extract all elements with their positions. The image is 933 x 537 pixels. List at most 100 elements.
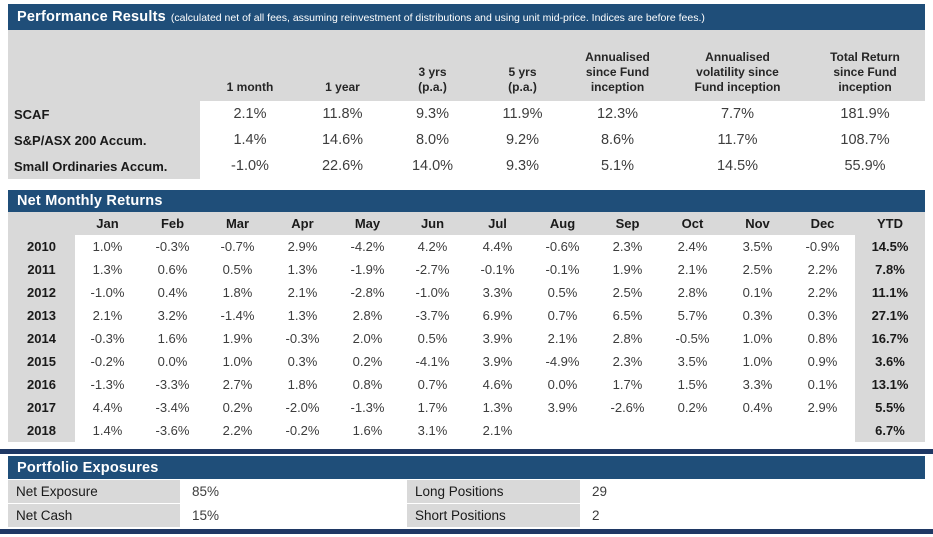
exposure-value: 85% bbox=[180, 480, 407, 503]
performance-header-bar: Performance Results (calculated net of a… bbox=[8, 4, 925, 30]
month-column-header: Sep bbox=[595, 212, 660, 235]
perf-value-cell: 7.7% bbox=[670, 101, 805, 127]
perf-value-cell: 108.7% bbox=[805, 127, 925, 153]
ytd-value-cell: 5.5% bbox=[855, 396, 925, 419]
exposure-label: Net Cash bbox=[8, 504, 180, 527]
monthly-value-cell: 2.7% bbox=[205, 373, 270, 396]
monthly-value-cell: 2.1% bbox=[270, 281, 335, 304]
year-label: 2014 bbox=[8, 327, 75, 350]
perf-value-cell: 5.1% bbox=[565, 153, 670, 179]
monthly-value-cell: -2.6% bbox=[595, 396, 660, 419]
monthly-value-cell: 1.9% bbox=[205, 327, 270, 350]
exposure-value: 29 bbox=[580, 480, 925, 503]
monthly-value-cell: 5.7% bbox=[660, 304, 725, 327]
monthly-value-cell: 0.1% bbox=[790, 373, 855, 396]
monthly-value-cell: 3.5% bbox=[725, 235, 790, 258]
year-label: 2017 bbox=[8, 396, 75, 419]
year-label: 2015 bbox=[8, 350, 75, 373]
monthly-value-cell: -0.3% bbox=[75, 327, 140, 350]
ytd-value-cell: 6.7% bbox=[855, 419, 925, 442]
perf-value-cell: 14.5% bbox=[670, 153, 805, 179]
perf-corner-cell bbox=[8, 30, 200, 101]
monthly-value-cell: -0.1% bbox=[465, 258, 530, 281]
perf-value-cell: 11.7% bbox=[670, 127, 805, 153]
perf-value-cell: 11.8% bbox=[300, 101, 385, 127]
perf-row-label: SCAF bbox=[8, 101, 200, 127]
ytd-value-cell: 3.6% bbox=[855, 350, 925, 373]
monthly-value-cell: 2.2% bbox=[205, 419, 270, 442]
monthly-value-cell: -3.3% bbox=[140, 373, 205, 396]
monthly-value-cell: -0.2% bbox=[270, 419, 335, 442]
monthly-value-cell: 6.5% bbox=[595, 304, 660, 327]
performance-title: Performance Results bbox=[17, 9, 166, 25]
monthly-value-cell: 2.0% bbox=[335, 327, 400, 350]
monthly-value-cell: 4.4% bbox=[75, 396, 140, 419]
monthly-value-cell: -3.7% bbox=[400, 304, 465, 327]
ytd-column-header: YTD bbox=[855, 212, 925, 235]
monthly-value-cell: 1.3% bbox=[465, 396, 530, 419]
monthly-value-cell: 2.5% bbox=[725, 258, 790, 281]
perf-column-header: Annualised volatility since Fund incepti… bbox=[670, 30, 805, 101]
monthly-value-cell: -3.6% bbox=[140, 419, 205, 442]
monthly-value-cell: 4.2% bbox=[400, 235, 465, 258]
year-label: 2012 bbox=[8, 281, 75, 304]
monthly-value-cell: -0.7% bbox=[205, 235, 270, 258]
month-column-header: Apr bbox=[270, 212, 335, 235]
monthly-value-cell: 2.8% bbox=[335, 304, 400, 327]
monthly-value-cell: 2.8% bbox=[595, 327, 660, 350]
monthly-returns-title: Net Monthly Returns bbox=[17, 193, 163, 209]
month-column-header: Feb bbox=[140, 212, 205, 235]
monthly-value-cell: 2.3% bbox=[595, 350, 660, 373]
monthly-value-cell: 3.2% bbox=[140, 304, 205, 327]
monthly-value-cell: 0.4% bbox=[140, 281, 205, 304]
monthly-value-cell: 0.3% bbox=[790, 304, 855, 327]
monthly-value-cell: -2.8% bbox=[335, 281, 400, 304]
perf-value-cell: 14.0% bbox=[385, 153, 480, 179]
monthly-value-cell: 4.6% bbox=[465, 373, 530, 396]
monthly-value-cell: 3.9% bbox=[465, 327, 530, 350]
monthly-value-cell: -2.7% bbox=[400, 258, 465, 281]
monthly-value-cell bbox=[725, 419, 790, 442]
monthly-value-cell: 2.9% bbox=[790, 396, 855, 419]
monthly-value-cell: -0.2% bbox=[75, 350, 140, 373]
monthly-value-cell: 0.2% bbox=[335, 350, 400, 373]
monthly-value-cell: 0.8% bbox=[790, 327, 855, 350]
monthly-value-cell: 0.7% bbox=[530, 304, 595, 327]
perf-value-cell: 8.0% bbox=[385, 127, 480, 153]
monthly-value-cell: -4.1% bbox=[400, 350, 465, 373]
monthly-corner-cell bbox=[8, 212, 75, 235]
ytd-value-cell: 11.1% bbox=[855, 281, 925, 304]
monthly-value-cell: -1.0% bbox=[400, 281, 465, 304]
perf-column-header: 5 yrs (p.a.) bbox=[480, 30, 565, 101]
monthly-value-cell: 2.1% bbox=[530, 327, 595, 350]
monthly-value-cell: 0.2% bbox=[205, 396, 270, 419]
monthly-value-cell: -0.5% bbox=[660, 327, 725, 350]
monthly-value-cell: 1.3% bbox=[75, 258, 140, 281]
perf-value-cell: 1.4% bbox=[200, 127, 300, 153]
monthly-value-cell: 0.1% bbox=[725, 281, 790, 304]
month-column-header: Jan bbox=[75, 212, 140, 235]
monthly-value-cell: 2.2% bbox=[790, 258, 855, 281]
monthly-value-cell: 3.9% bbox=[465, 350, 530, 373]
perf-value-cell: 55.9% bbox=[805, 153, 925, 179]
perf-value-cell: 9.3% bbox=[480, 153, 565, 179]
monthly-value-cell: 1.0% bbox=[205, 350, 270, 373]
monthly-value-cell: 3.5% bbox=[660, 350, 725, 373]
monthly-value-cell: 1.0% bbox=[725, 350, 790, 373]
ytd-value-cell: 16.7% bbox=[855, 327, 925, 350]
perf-value-cell: -1.0% bbox=[200, 153, 300, 179]
monthly-value-cell: 0.5% bbox=[400, 327, 465, 350]
monthly-value-cell: -0.1% bbox=[530, 258, 595, 281]
monthly-value-cell: 4.4% bbox=[465, 235, 530, 258]
monthly-value-cell: 1.6% bbox=[335, 419, 400, 442]
perf-value-cell: 14.6% bbox=[300, 127, 385, 153]
perf-value-cell: 181.9% bbox=[805, 101, 925, 127]
month-column-header: Jun bbox=[400, 212, 465, 235]
monthly-value-cell: 0.3% bbox=[725, 304, 790, 327]
monthly-value-cell: 2.3% bbox=[595, 235, 660, 258]
perf-value-cell: 9.3% bbox=[385, 101, 480, 127]
monthly-value-cell: -4.2% bbox=[335, 235, 400, 258]
performance-subtitle: (calculated net of all fees, assuming re… bbox=[170, 12, 705, 24]
perf-row-label: Small Ordinaries Accum. bbox=[8, 153, 200, 179]
